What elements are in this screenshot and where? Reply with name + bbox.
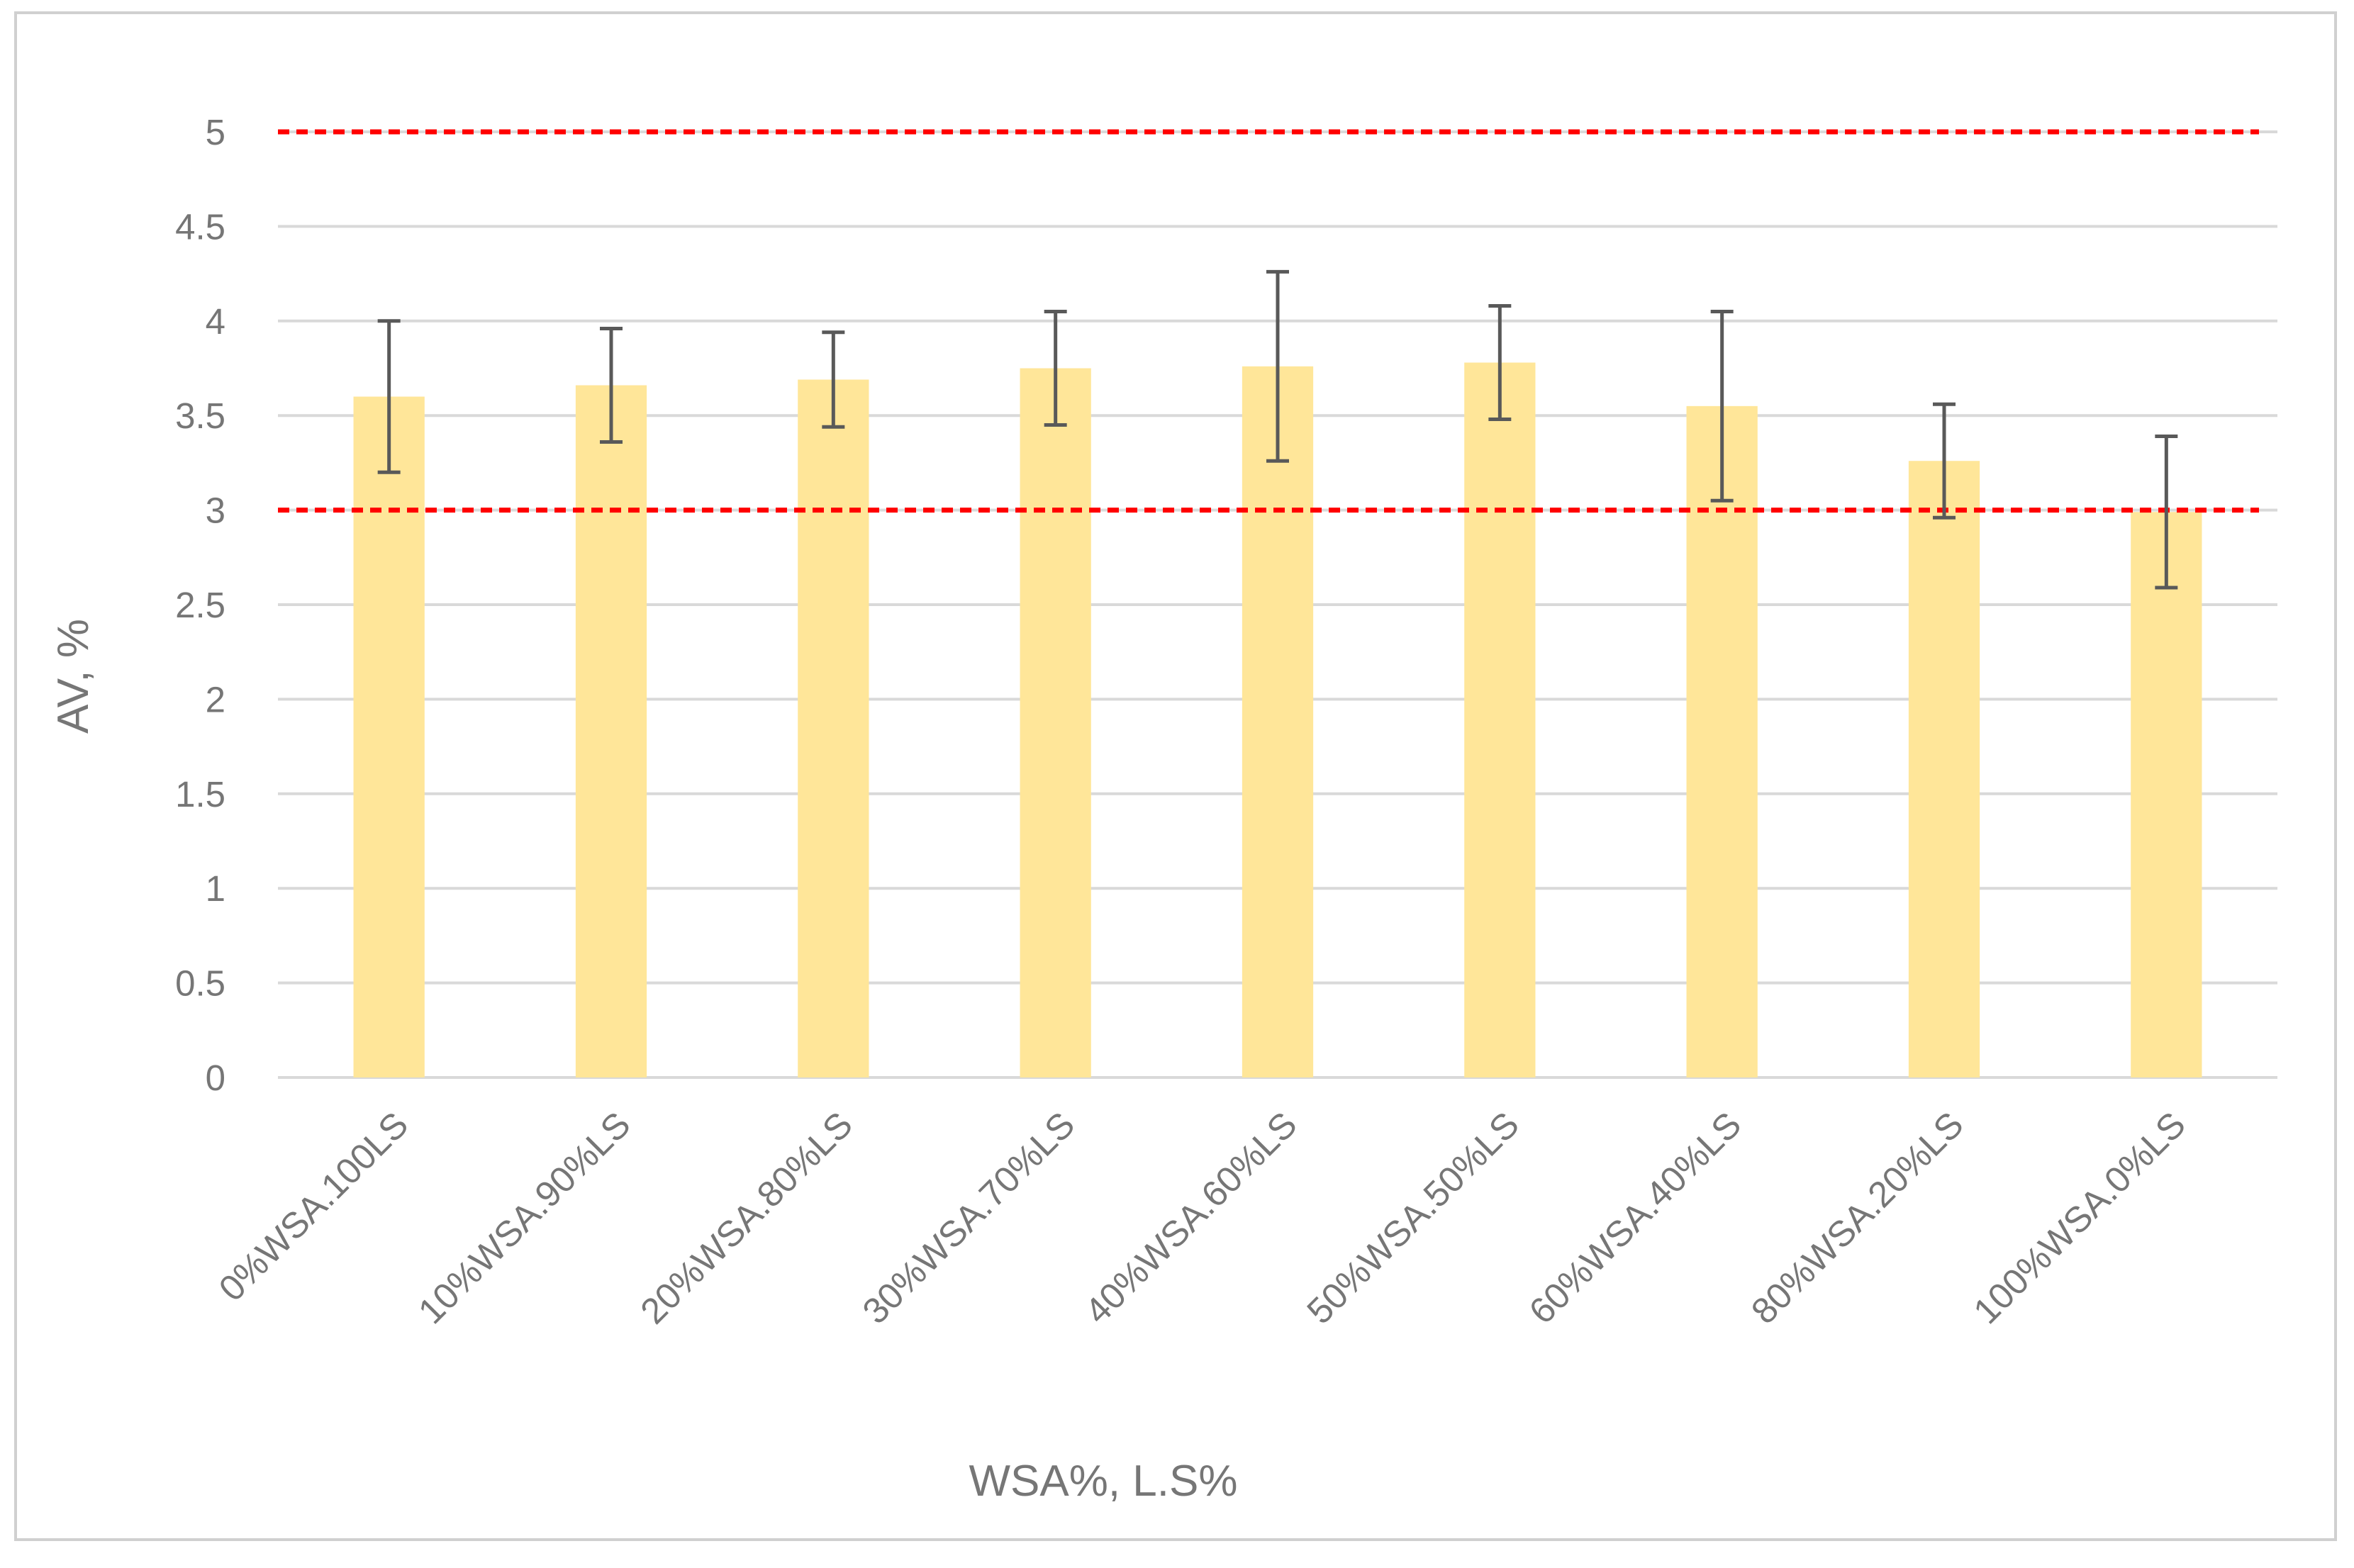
error-bars <box>377 269 2178 590</box>
x-tick-label: 0%WSA.100LS <box>211 1104 416 1309</box>
y-tick-label: 4.5 <box>175 206 225 247</box>
x-tick-label: 50%WSA.50%LS <box>1299 1104 1527 1331</box>
bars <box>353 362 2202 1078</box>
bar <box>353 396 425 1077</box>
y-tick-label: 1 <box>206 868 225 909</box>
y-tick-label: 1.5 <box>175 774 225 814</box>
y-tick-label: 3 <box>206 491 225 531</box>
y-tick-label: 0 <box>206 1058 225 1098</box>
bar <box>575 385 647 1077</box>
y-tick-label: 2.5 <box>175 585 225 625</box>
y-tick-label: 3.5 <box>175 396 225 436</box>
x-tick-label: 20%WSA.80%LS <box>632 1104 860 1331</box>
y-tick-label: 4 <box>206 301 225 342</box>
reference-lines <box>278 129 2259 513</box>
y-tick-label: 5 <box>206 112 225 152</box>
bar <box>1464 362 1536 1078</box>
x-tick-label: 100%WSA.0%LS <box>1965 1104 2193 1331</box>
y-tick-label: 0.5 <box>175 963 225 1004</box>
x-tick-label: 80%WSA.20%LS <box>1744 1104 1971 1331</box>
y-axis-title: AV, % <box>49 619 98 734</box>
bar <box>1242 366 1314 1077</box>
x-axis-title: WSA%, L.S% <box>969 1457 1238 1506</box>
y-tick-labels: 0 0.5 1 1.5 2 2.5 3 3.5 4 4.5 5 <box>175 112 225 1098</box>
x-tick-label: 10%WSA.90%LS <box>411 1104 638 1331</box>
bar <box>798 379 869 1077</box>
x-tick-label: 40%WSA.60%LS <box>1077 1104 1305 1331</box>
x-tick-label: 60%WSA.40%LS <box>1522 1104 1749 1331</box>
bar <box>1908 461 1980 1077</box>
bar <box>1020 368 1091 1077</box>
y-tick-label: 2 <box>206 679 225 719</box>
bar <box>1686 405 1758 1077</box>
x-tick-label: 30%WSA.70%LS <box>855 1104 1083 1331</box>
x-tick-labels: 0%WSA.100LS10%WSA.90%LS20%WSA.80%LS30%WS… <box>211 1104 2194 1331</box>
bar <box>2131 512 2202 1077</box>
